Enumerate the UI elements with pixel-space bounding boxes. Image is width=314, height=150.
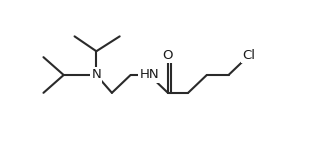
Text: N: N xyxy=(91,69,101,81)
Text: HN: HN xyxy=(139,69,159,81)
Text: O: O xyxy=(163,49,173,62)
Text: Cl: Cl xyxy=(242,49,255,62)
